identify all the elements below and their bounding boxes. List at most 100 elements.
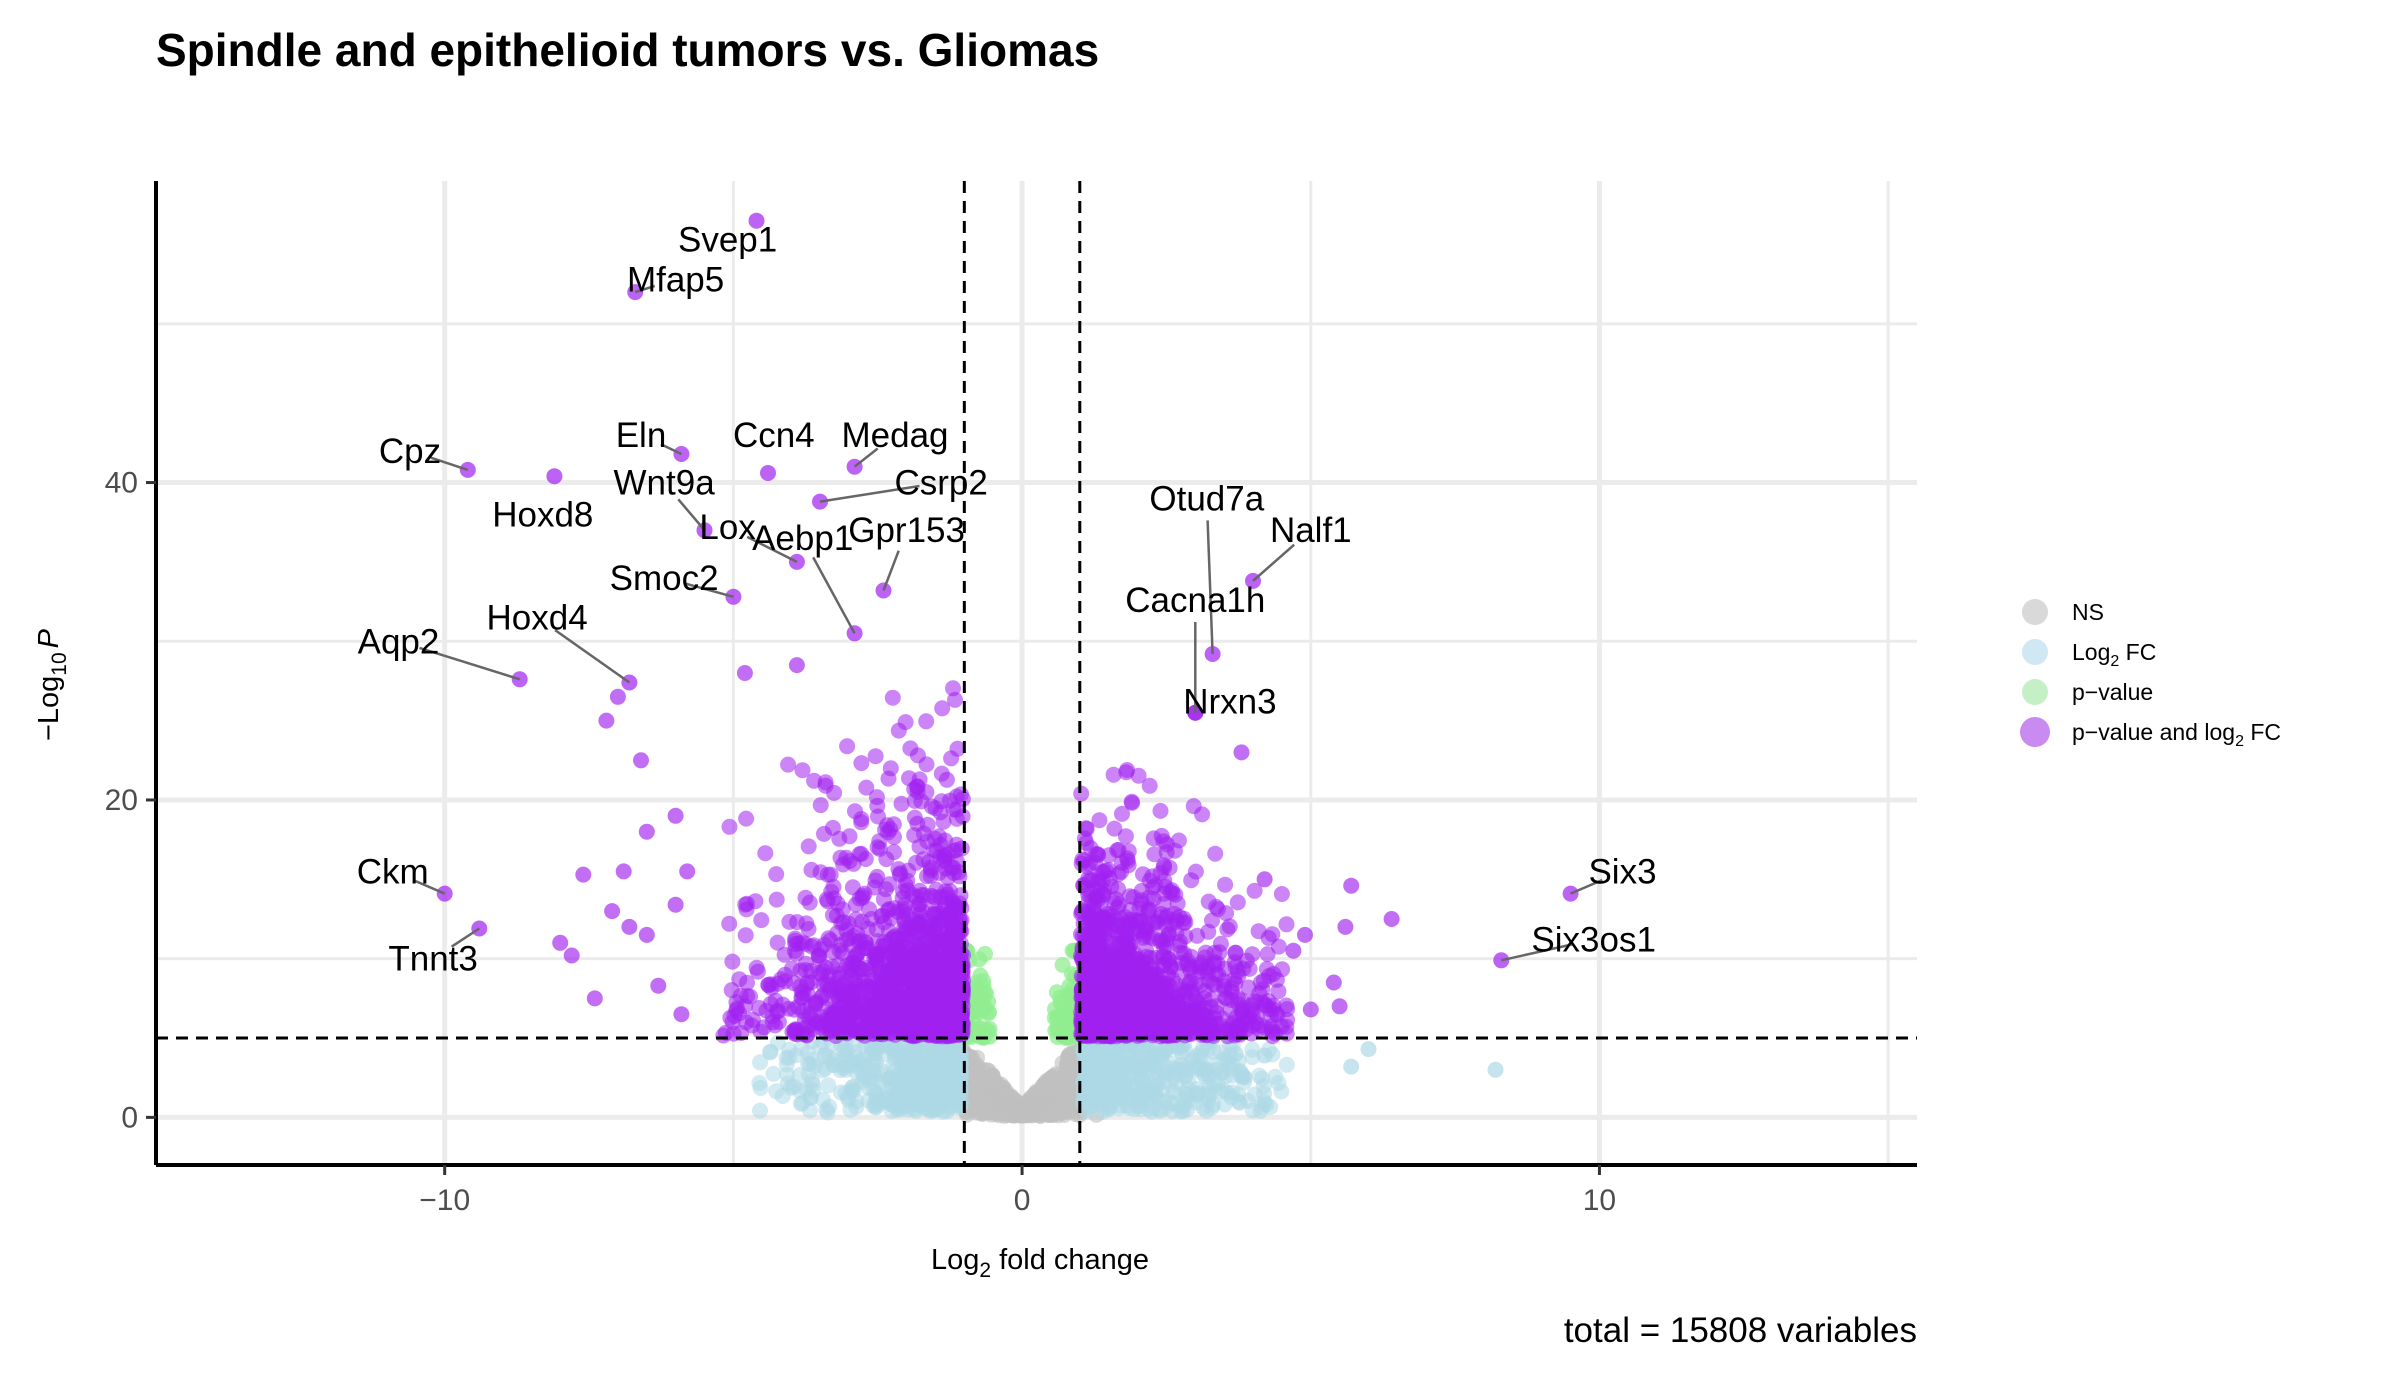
gene-label: Mfap5 bbox=[627, 260, 724, 299]
significant-point bbox=[904, 1026, 921, 1043]
significant-point bbox=[1383, 911, 1400, 927]
gene-label: Svep1 bbox=[678, 221, 777, 260]
gene-label: Eln bbox=[616, 416, 667, 455]
significant-point bbox=[1132, 1007, 1149, 1024]
significant-point bbox=[1343, 877, 1360, 894]
significant-point bbox=[1075, 969, 1092, 986]
significant-point bbox=[728, 1002, 745, 1019]
significant-point bbox=[1175, 915, 1192, 932]
significant-point bbox=[1089, 999, 1106, 1016]
significant-point bbox=[909, 747, 926, 764]
x-axis-title-base: Log bbox=[931, 1244, 979, 1276]
log2fc-point bbox=[820, 1077, 837, 1094]
significant-point bbox=[1112, 935, 1129, 952]
significant-point bbox=[724, 953, 741, 970]
log2fc-point bbox=[1104, 1079, 1121, 1096]
significant-point bbox=[1244, 946, 1261, 963]
significant-point bbox=[1156, 948, 1173, 965]
log2fc-point bbox=[910, 1051, 927, 1068]
significant-point bbox=[928, 927, 945, 944]
significant-point bbox=[1131, 900, 1148, 917]
significant-point bbox=[858, 779, 875, 796]
log2fc-point bbox=[1117, 1058, 1134, 1075]
significant-point bbox=[1119, 762, 1136, 778]
significant-point bbox=[940, 907, 957, 924]
log2fc-point bbox=[1127, 1077, 1144, 1094]
gene-label: Otud7a bbox=[1149, 479, 1264, 518]
significant-point bbox=[1256, 871, 1273, 888]
significant-point bbox=[753, 912, 770, 929]
x-tick-label: −10 bbox=[419, 1184, 470, 1217]
gene-label: Six3os1 bbox=[1531, 921, 1656, 960]
significant-point bbox=[1146, 914, 1162, 931]
y-tick-label: 40 bbox=[105, 467, 138, 500]
gene-label: Csrp2 bbox=[895, 464, 988, 503]
log2fc-point bbox=[1270, 1075, 1287, 1091]
significant-point bbox=[1106, 895, 1123, 912]
significant-point bbox=[1206, 954, 1223, 971]
significant-point bbox=[679, 863, 696, 880]
significant-point bbox=[650, 977, 667, 994]
significant-point bbox=[922, 862, 939, 879]
significant-point bbox=[563, 947, 580, 964]
gene-label: Aebp1 bbox=[752, 519, 853, 558]
significant-point bbox=[721, 915, 738, 932]
significant-point bbox=[886, 953, 903, 970]
log2fc-point bbox=[752, 1102, 768, 1119]
significant-point bbox=[914, 996, 931, 1013]
significant-point bbox=[866, 999, 883, 1016]
significant-point bbox=[896, 913, 913, 930]
significant-point bbox=[1152, 802, 1169, 819]
significant-point bbox=[927, 800, 944, 817]
y-tick-label: 0 bbox=[121, 1101, 138, 1134]
significant-point bbox=[633, 752, 649, 769]
significant-point bbox=[1075, 877, 1092, 894]
significant-point bbox=[1302, 1001, 1319, 1018]
log2fc-point bbox=[1170, 1064, 1187, 1081]
log2fc-point bbox=[903, 1073, 920, 1090]
log2fc-point bbox=[856, 1069, 873, 1086]
log2fc-point bbox=[1176, 1097, 1193, 1114]
significant-point bbox=[935, 1006, 952, 1023]
gene-label: Gpr153 bbox=[848, 511, 965, 550]
significant-point bbox=[933, 765, 950, 782]
significant-point bbox=[794, 762, 811, 779]
significant-point bbox=[1075, 852, 1092, 869]
log2fc-point bbox=[1143, 1103, 1160, 1120]
significant-point bbox=[1191, 959, 1208, 976]
significant-point bbox=[1095, 910, 1112, 927]
significant-point bbox=[748, 959, 765, 976]
significant-point bbox=[839, 738, 856, 755]
significant-point bbox=[1273, 886, 1290, 902]
label-connector bbox=[882, 550, 900, 591]
significant-point bbox=[575, 866, 592, 883]
log2fc-point bbox=[765, 1065, 782, 1082]
log2fc-point bbox=[926, 1072, 943, 1089]
significant-point bbox=[1150, 1001, 1167, 1018]
significant-point bbox=[907, 1013, 924, 1030]
significant-point bbox=[1115, 993, 1132, 1010]
log2fc-point bbox=[782, 1079, 799, 1096]
ns-point bbox=[1028, 1105, 1045, 1122]
significant-point bbox=[934, 700, 951, 717]
significant-point bbox=[598, 712, 615, 729]
log2fc-point bbox=[1360, 1041, 1377, 1058]
log2fc-point bbox=[1278, 1056, 1295, 1073]
legend-key-NS bbox=[2022, 599, 2048, 625]
significant-point bbox=[1244, 1005, 1261, 1022]
log2fc-point bbox=[762, 1044, 778, 1061]
significant-point bbox=[833, 915, 850, 931]
legend-label-Log2FC: Log2 FC bbox=[2072, 639, 2156, 670]
significant-point bbox=[913, 793, 930, 810]
legend-key-both bbox=[2020, 717, 2050, 747]
ns-point bbox=[1041, 1072, 1057, 1089]
significant-point bbox=[738, 810, 755, 827]
significant-point bbox=[869, 797, 886, 814]
significant-point bbox=[638, 926, 655, 943]
significant-point bbox=[1135, 866, 1151, 883]
log2fc-point bbox=[843, 1082, 860, 1099]
significant-point bbox=[751, 1000, 768, 1016]
significant-point bbox=[797, 889, 814, 906]
significant-point bbox=[1233, 744, 1250, 761]
pvalue-point bbox=[1050, 1007, 1067, 1024]
